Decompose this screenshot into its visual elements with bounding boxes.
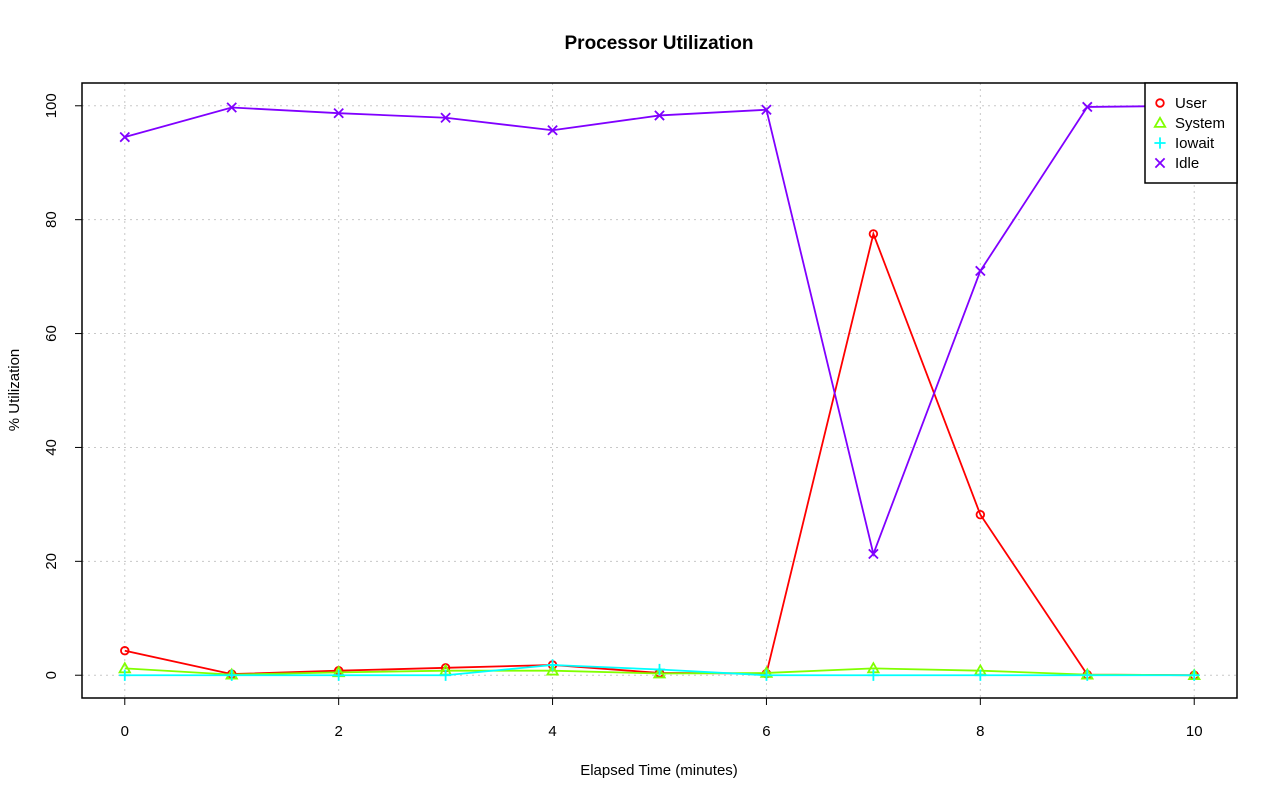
data-point-idle	[440, 112, 451, 123]
y-tick-label: 60	[43, 325, 60, 342]
data-point-idle	[761, 104, 772, 116]
legend-item-idle: Idle	[1154, 155, 1199, 172]
data-point-idle	[119, 131, 131, 143]
y-tick-label: 20	[43, 553, 60, 570]
data-point-idle	[547, 125, 558, 136]
x-axis: 0 2 4 6 8 10	[121, 698, 1203, 740]
x-tick-label: 8	[976, 723, 984, 740]
y-axis-label: % Utilization	[6, 349, 23, 432]
x-tick-label: 2	[334, 723, 342, 740]
data-point-iowait	[974, 669, 986, 681]
y-tick-label: 0	[43, 671, 60, 679]
legend-label-iowait: Iowait	[1175, 135, 1215, 152]
y-tick-label: 80	[43, 211, 60, 228]
legend-marker-system	[1153, 115, 1167, 128]
data-point-iowait	[333, 669, 345, 681]
legend-marker-iowait	[1154, 137, 1166, 149]
x-tick-label: 6	[762, 723, 770, 740]
data-point-idle	[654, 110, 665, 121]
data-point-iowait	[1188, 669, 1200, 681]
series-line-idle	[124, 104, 1195, 557]
chart-title: Processor Utilization	[565, 33, 754, 54]
data-point-system	[652, 666, 667, 679]
legend-item-iowait: Iowait	[1154, 135, 1215, 152]
data-point-user	[868, 229, 879, 239]
legend-item-system: System	[1153, 115, 1225, 132]
data-point-idle	[333, 107, 344, 119]
x-tick-label: 10	[1186, 723, 1203, 740]
data-point-iowait	[440, 669, 452, 681]
data-point-idle	[226, 102, 237, 113]
plot-frame	[81, 82, 1238, 699]
data-point-iowait	[653, 663, 666, 676]
legend-item-user: User	[1155, 95, 1207, 112]
legend-label-idle: Idle	[1175, 155, 1199, 172]
legend-marker-user	[1155, 98, 1165, 108]
y-tick-label: 40	[43, 439, 60, 456]
series-line-user	[124, 230, 1195, 677]
x-tick-label: 4	[548, 723, 556, 740]
grid	[82, 83, 1237, 698]
series-iowait	[119, 659, 1200, 681]
y-tick-label: 100	[43, 93, 60, 118]
data-point-idle	[868, 548, 879, 560]
y-axis: 0 20 40 60 80 100	[43, 93, 82, 679]
data-point-system	[545, 663, 560, 676]
legend-marker-idle	[1154, 157, 1166, 169]
series-layer	[118, 100, 1201, 681]
data-point-iowait	[867, 669, 879, 681]
legend-label-system: System	[1175, 115, 1225, 132]
data-point-user	[120, 646, 130, 656]
data-point-iowait	[119, 669, 131, 681]
legend-label-user: User	[1175, 95, 1207, 112]
x-tick-label: 0	[121, 723, 129, 740]
data-point-iowait	[760, 669, 773, 681]
x-axis-label: Elapsed Time (minutes)	[580, 762, 738, 779]
data-point-idle	[975, 265, 986, 277]
data-point-idle	[1082, 101, 1093, 113]
series-idle	[119, 100, 1200, 560]
data-point-iowait	[226, 669, 238, 681]
series-user	[120, 229, 1199, 680]
data-point-iowait	[546, 659, 559, 671]
data-point-iowait	[1081, 669, 1093, 681]
data-point-user	[975, 509, 986, 520]
legend: User System Iowait Idle	[1144, 82, 1238, 184]
